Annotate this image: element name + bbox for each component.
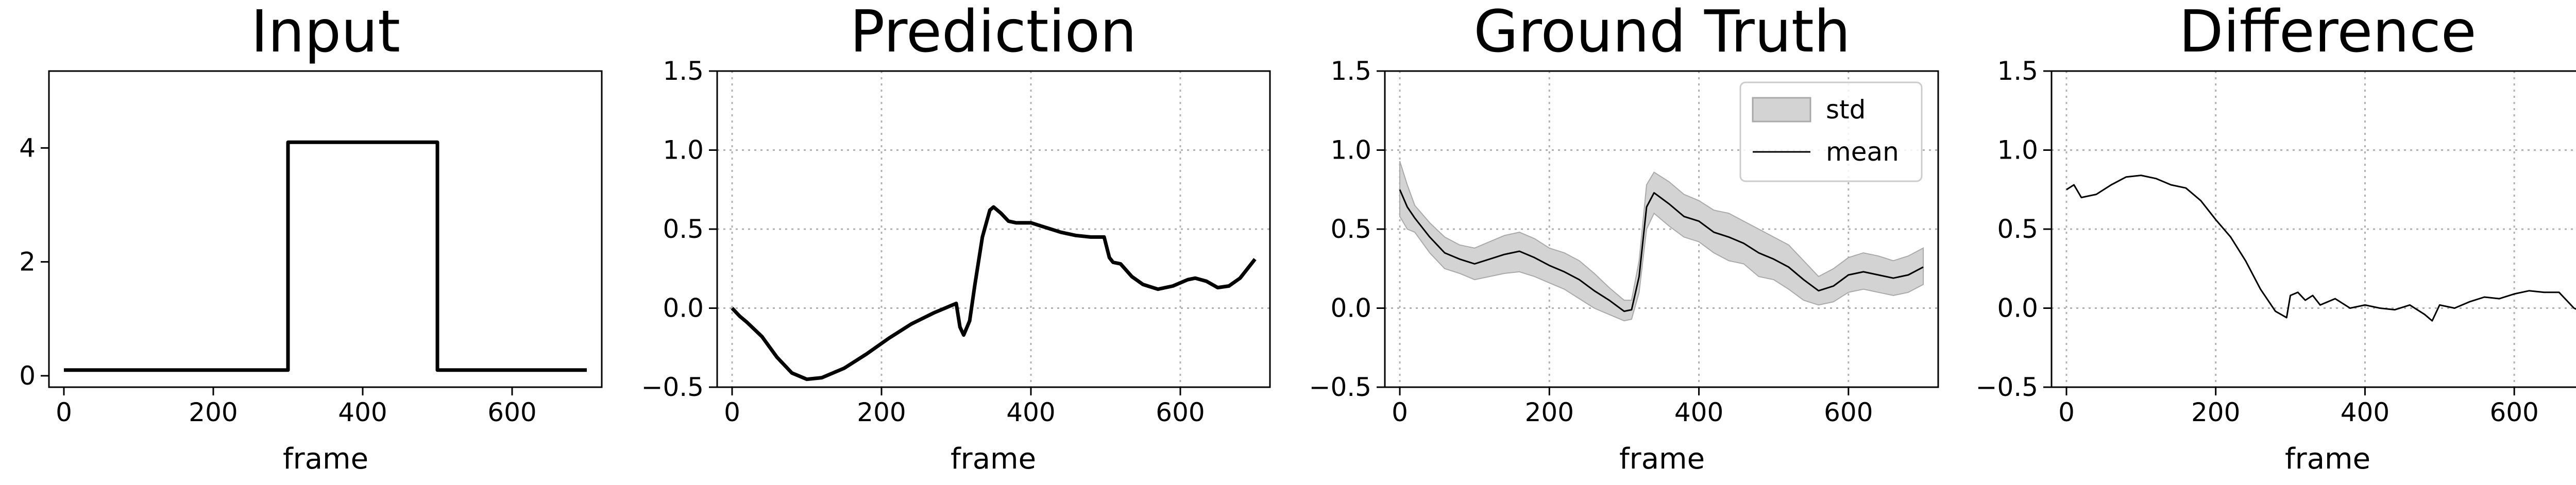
y-tick-label: −0.5 (1976, 372, 2038, 402)
y-tick-label: 1.0 (1330, 135, 1371, 165)
y-tick-label: 1.5 (663, 56, 704, 86)
y-tick-label: 1.5 (1330, 56, 1371, 86)
x-axis-label: frame (283, 442, 368, 476)
series-line (64, 140, 587, 372)
x-tick-label: 200 (1525, 397, 1574, 427)
x-axis-label: frame (1619, 442, 1705, 476)
chart-panel-difference: Difference frame 0 200 400 600 −0.5 0.0 0.5 1.0… (1976, 0, 2576, 476)
legend-label-std: std (1826, 95, 1866, 125)
y-tick-label: 0.0 (1330, 293, 1371, 323)
y-tick-label: −0.5 (1309, 372, 1371, 402)
x-axis-label: frame (951, 442, 1036, 476)
y-tick-label: 0.5 (663, 214, 704, 244)
x-tick-label: 0 (1392, 397, 1408, 427)
chart-title: Input (251, 0, 400, 65)
x-tick-label: 400 (1674, 397, 1723, 427)
x-tick-label: 600 (487, 397, 536, 427)
y-tick-label: 2 (19, 247, 36, 277)
series-line (731, 205, 1257, 382)
x-tick-label: 200 (189, 397, 238, 427)
plot-frame (48, 70, 603, 388)
x-tick-label: 600 (2489, 397, 2538, 427)
series-std-band (1399, 161, 1924, 322)
x-tick-label: 0 (724, 397, 740, 427)
y-tick-label: 1.0 (1997, 135, 2038, 165)
y-tick-label: −0.5 (641, 372, 704, 402)
chart-title: Difference (2179, 0, 2476, 65)
y-tick-label: 0 (19, 361, 36, 391)
x-tick-label: 400 (2341, 397, 2389, 427)
x-tick-label: 200 (2191, 397, 2240, 427)
legend-swatch-std (1752, 97, 1811, 123)
chart-panel-input: Input frame 0 200 400 600 0 2 4 (19, 0, 603, 476)
x-axis-label: frame (2285, 442, 2370, 476)
x-tick-label: 600 (1824, 397, 1873, 427)
chart-panel-ground-truth: Ground Truth frame std mean 0 200 400 600 −0… (1309, 0, 1939, 476)
legend-label-mean: mean (1826, 137, 1899, 167)
x-tick-label: 400 (338, 397, 387, 427)
x-tick-label: 0 (56, 397, 72, 427)
x-tick-label: 200 (857, 397, 906, 427)
legend: std mean (1739, 81, 1923, 182)
y-tick-label: 4 (19, 133, 36, 163)
y-tick-label: 0.5 (1997, 214, 2038, 244)
chart-title: Ground Truth (1473, 0, 1850, 65)
y-tick-label: 1.0 (663, 135, 704, 165)
y-tick-label: 0.0 (1997, 293, 2038, 323)
y-tick-label: 0.5 (1330, 214, 1371, 244)
chart-title: Prediction (850, 0, 1137, 65)
series-line-mean (1399, 189, 1924, 313)
series-line (2066, 175, 2576, 322)
chart-panel-prediction: Prediction frame 0 200 400 600 −0.5 0.0 0.5 1.0… (641, 0, 1271, 476)
x-tick-label: 0 (2058, 397, 2075, 427)
y-tick-label: 0.0 (663, 293, 704, 323)
x-tick-label: 600 (1156, 397, 1205, 427)
y-tick-label: 1.5 (1997, 56, 2038, 86)
x-tick-label: 400 (1006, 397, 1055, 427)
